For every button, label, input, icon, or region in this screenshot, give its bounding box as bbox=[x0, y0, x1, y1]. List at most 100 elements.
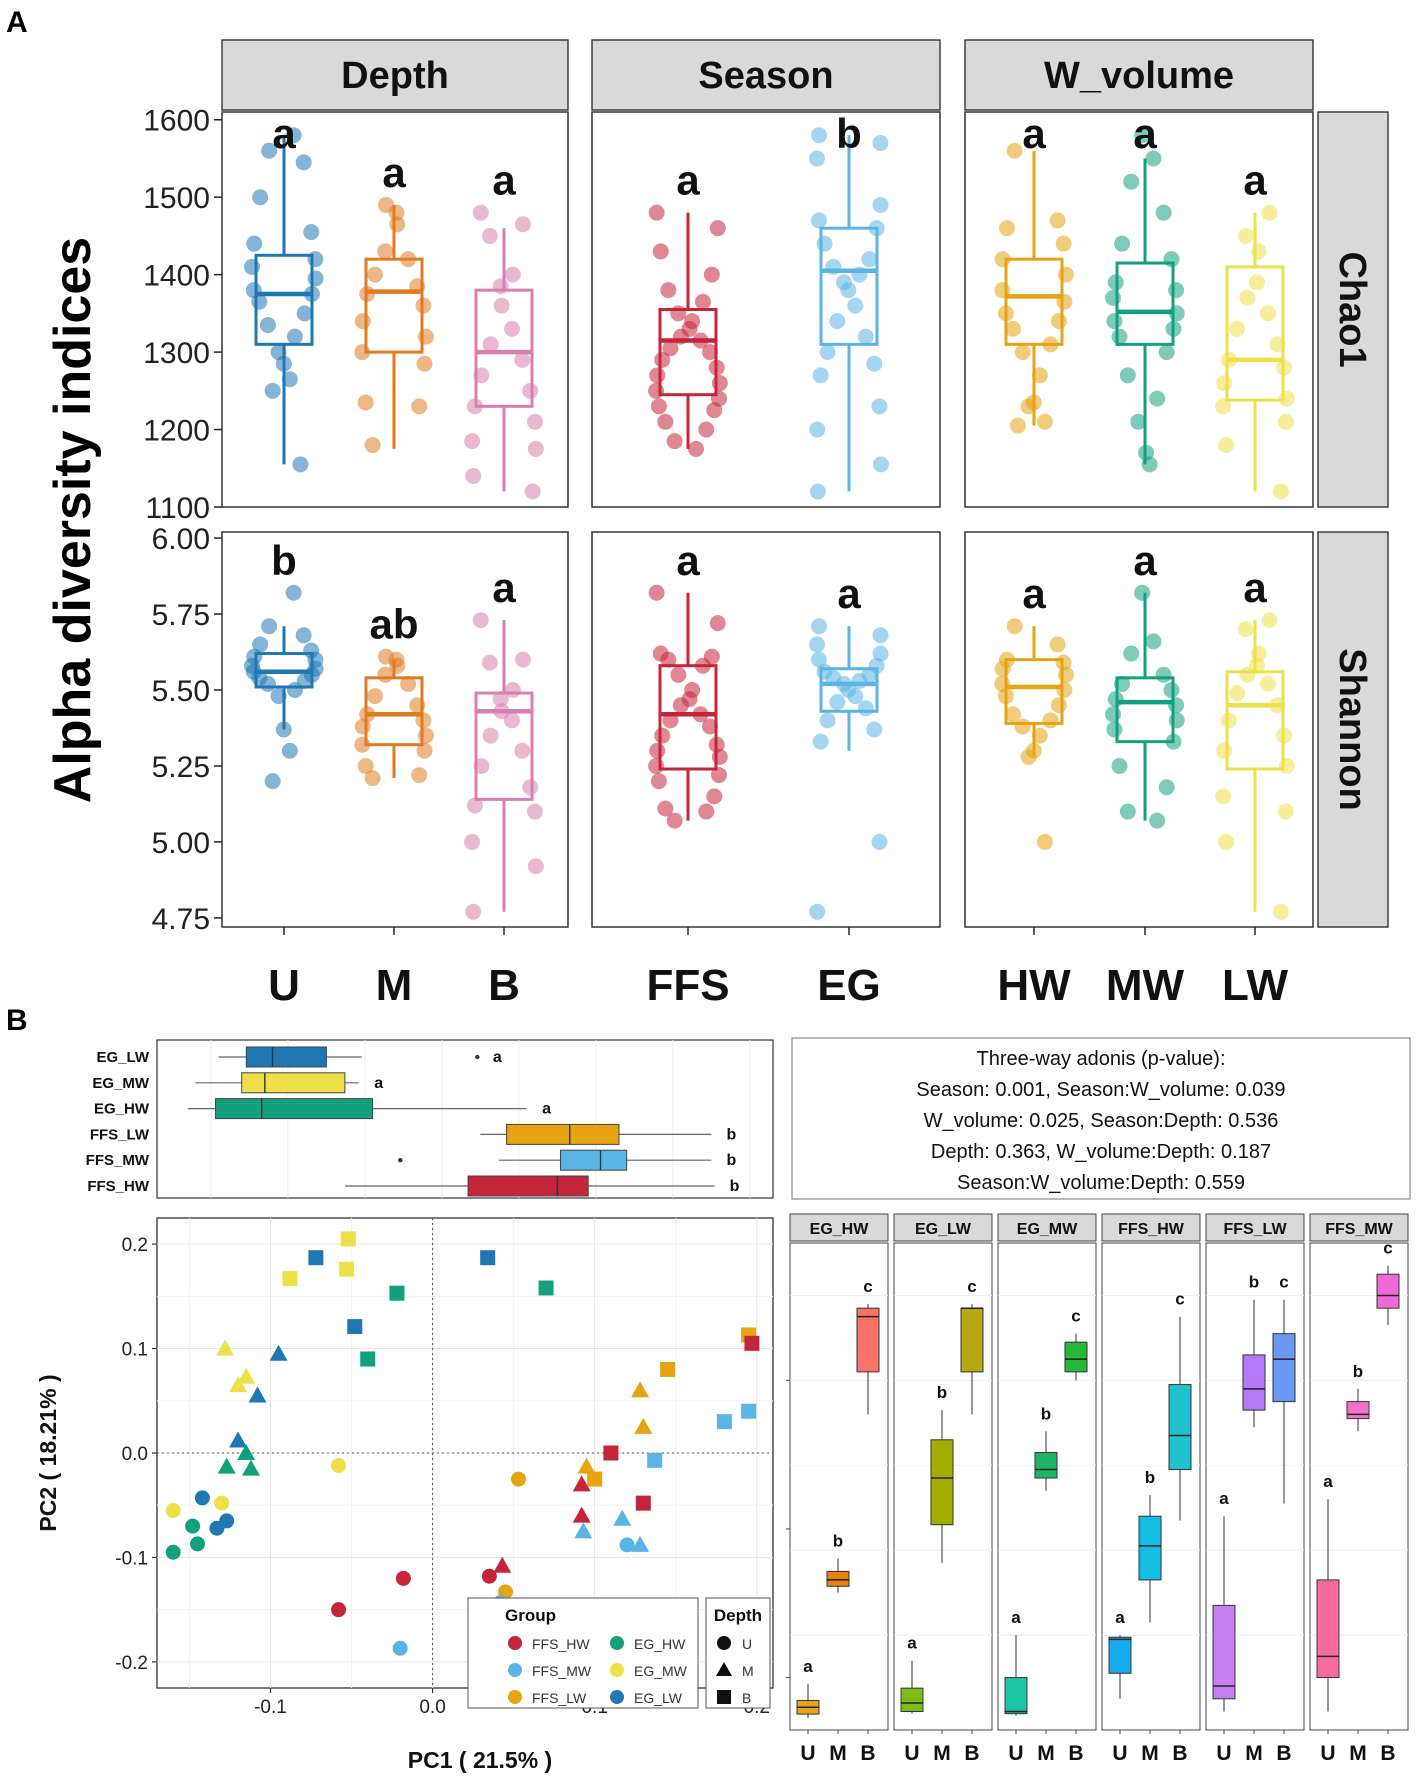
facet-title: FFS_MW bbox=[1325, 1221, 1393, 1238]
data-point bbox=[252, 189, 269, 206]
data-point bbox=[481, 654, 498, 671]
significance-letter: a bbox=[1011, 1608, 1021, 1627]
y-tick-label: 0.2 bbox=[122, 1235, 148, 1256]
data-point bbox=[1134, 584, 1151, 601]
data-point bbox=[367, 266, 384, 283]
scatter-point bbox=[331, 1602, 347, 1618]
data-point bbox=[654, 727, 671, 744]
x-tick-label: U bbox=[1320, 1742, 1335, 1765]
significance-letter: a bbox=[493, 1049, 502, 1066]
pc1-box-label: FFS_LW bbox=[90, 1126, 150, 1143]
scatter-point bbox=[587, 1471, 603, 1487]
data-point bbox=[872, 134, 889, 151]
y-tick-label: 1200 bbox=[143, 415, 210, 448]
data-point bbox=[711, 748, 728, 765]
box-iqr bbox=[658, 664, 718, 771]
y-tick-label: 4.75 bbox=[152, 903, 210, 936]
x-tick-label: LW bbox=[1222, 961, 1288, 1010]
scatter-point bbox=[165, 1544, 181, 1560]
box-iqr bbox=[467, 1175, 589, 1197]
depth-facet-eg-lw: EG_LWa Ub Mc B bbox=[893, 1213, 993, 1765]
significance-letter: a bbox=[803, 1657, 813, 1676]
y-axis-label: PC2 ( 18.21% ) bbox=[35, 1374, 61, 1531]
data-point bbox=[400, 675, 417, 692]
data-point bbox=[872, 645, 889, 662]
data-point bbox=[1119, 367, 1136, 384]
scatter-point bbox=[217, 1457, 236, 1474]
y-tick-label: 1400 bbox=[143, 260, 210, 293]
scatter-point bbox=[647, 1452, 663, 1468]
y-tick-label: -0.2 bbox=[115, 1653, 148, 1674]
data-point bbox=[1220, 712, 1237, 729]
data-point bbox=[377, 666, 394, 683]
significance-letter: a bbox=[1243, 157, 1267, 204]
data-point bbox=[1168, 712, 1185, 729]
scatter-point bbox=[631, 1381, 650, 1398]
legend-depth-m: M bbox=[742, 1663, 754, 1679]
data-point bbox=[526, 803, 543, 820]
facet-strip-bg bbox=[221, 39, 569, 111]
data-point bbox=[417, 328, 434, 345]
x-tick-label: HW bbox=[997, 961, 1071, 1010]
data-point bbox=[1261, 204, 1278, 221]
data-point bbox=[1269, 336, 1286, 353]
data-point bbox=[871, 833, 888, 850]
box-iqr bbox=[819, 226, 879, 346]
data-point bbox=[1278, 757, 1295, 774]
data-point bbox=[524, 483, 541, 500]
significance-letter: c bbox=[863, 1277, 872, 1296]
x-tick-label: B bbox=[1276, 1742, 1291, 1765]
x-tick-label: M bbox=[1141, 1742, 1159, 1765]
box-shannon-b: a bbox=[464, 564, 544, 920]
panel-frame bbox=[591, 111, 941, 508]
data-point bbox=[514, 216, 531, 233]
data-point bbox=[1036, 413, 1053, 430]
data-point bbox=[861, 251, 878, 268]
box-iqr bbox=[474, 288, 534, 408]
data-point bbox=[666, 433, 683, 450]
data-point bbox=[1123, 173, 1140, 190]
significance-letter: c bbox=[1071, 1307, 1080, 1326]
data-point bbox=[670, 666, 687, 683]
data-point bbox=[261, 142, 278, 159]
data-point bbox=[994, 660, 1011, 677]
data-point bbox=[650, 773, 667, 790]
data-point bbox=[1278, 390, 1295, 407]
box-iqr bbox=[1272, 1333, 1296, 1403]
legend-group-title: Group bbox=[505, 1606, 556, 1625]
box-iqr bbox=[241, 1072, 346, 1094]
data-point bbox=[809, 483, 826, 500]
scatter-point bbox=[229, 1431, 248, 1448]
x-tick-label: B bbox=[1380, 1742, 1395, 1765]
box-iqr bbox=[364, 676, 424, 747]
scatter-point bbox=[744, 1335, 760, 1351]
box-shannon-m: ab bbox=[354, 601, 434, 787]
x-tick-label: MW bbox=[1106, 961, 1185, 1010]
significance-letter: a bbox=[492, 157, 516, 204]
x-tick-label: U bbox=[1112, 1742, 1127, 1765]
significance-letter: a bbox=[1022, 110, 1046, 157]
data-point bbox=[810, 212, 827, 229]
scatter-point bbox=[392, 1640, 408, 1656]
box-iqr bbox=[658, 308, 718, 397]
facet-title: W_volume bbox=[1044, 55, 1234, 97]
data-point bbox=[281, 371, 298, 388]
facet-strip-bg bbox=[893, 1213, 993, 1242]
row-strip-label: Shannon bbox=[1331, 648, 1373, 811]
significance-letter: a bbox=[1243, 564, 1267, 611]
box-iqr bbox=[1346, 1401, 1370, 1420]
scatter-point bbox=[603, 1445, 619, 1461]
data-point bbox=[417, 727, 434, 744]
outlier-point bbox=[475, 1054, 480, 1060]
data-point bbox=[504, 266, 521, 283]
data-point bbox=[1273, 903, 1290, 920]
data-point bbox=[411, 767, 428, 784]
scatter-point bbox=[347, 1319, 363, 1335]
data-point bbox=[809, 636, 826, 653]
row-strip-label: Chao1 bbox=[1331, 251, 1373, 367]
data-point bbox=[527, 858, 544, 875]
data-point bbox=[1216, 375, 1233, 392]
scatter-point bbox=[340, 1231, 356, 1247]
box-iqr bbox=[960, 1307, 984, 1373]
facet-title: EG_LW bbox=[915, 1221, 972, 1238]
